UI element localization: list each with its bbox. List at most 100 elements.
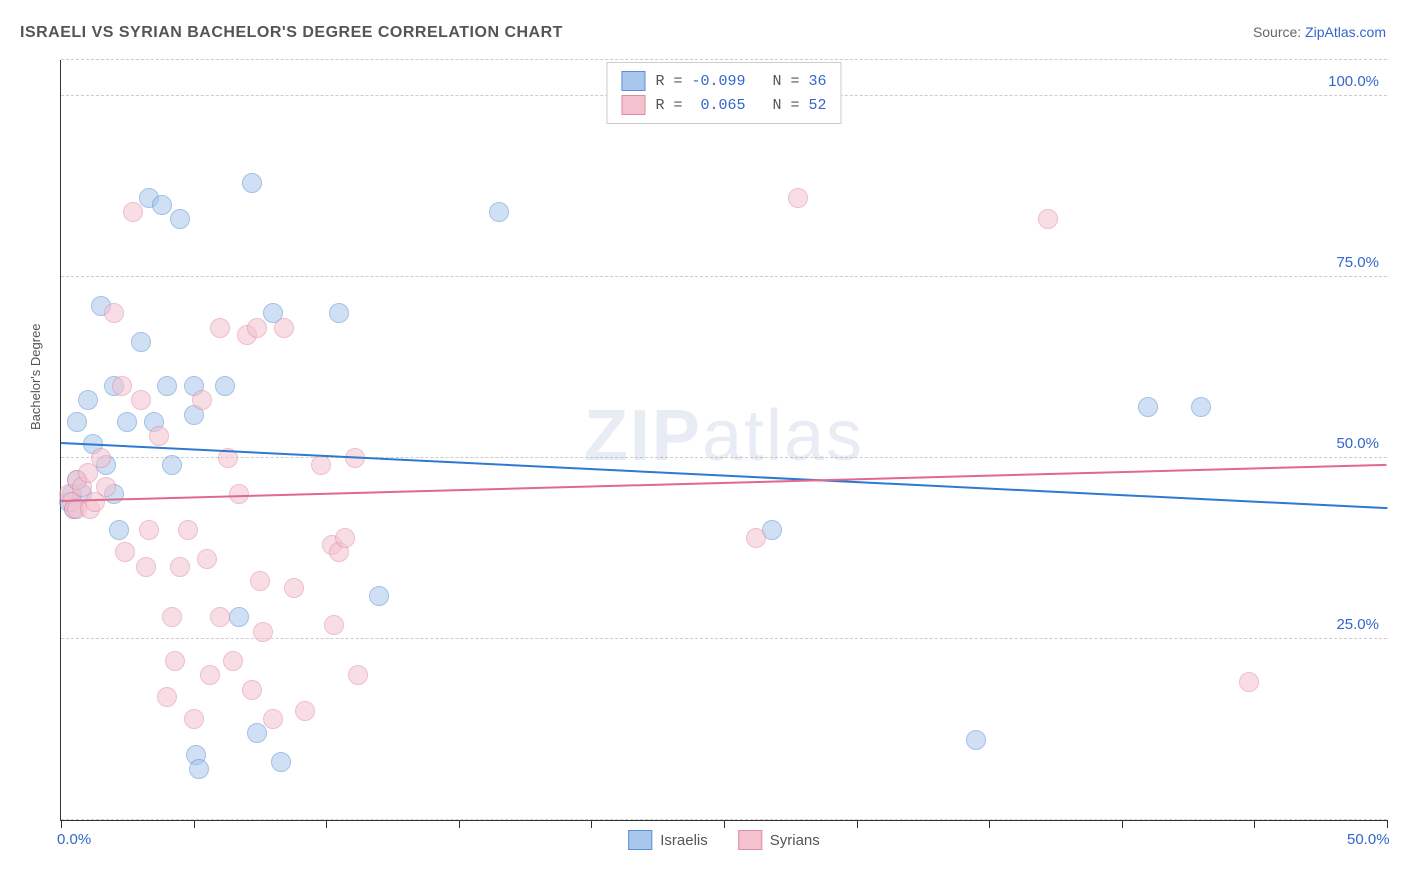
scatter-point: [162, 455, 182, 475]
scatter-point: [966, 730, 986, 750]
scatter-point: [210, 607, 230, 627]
scatter-point: [123, 202, 143, 222]
scatter-point: [109, 520, 129, 540]
y-tick-label: 50.0%: [1336, 435, 1379, 452]
x-tick: [194, 820, 195, 828]
x-tick: [61, 820, 62, 828]
scatter-point: [223, 651, 243, 671]
scatter-point: [197, 549, 217, 569]
scatter-point: [229, 607, 249, 627]
legend-swatch: [621, 71, 645, 91]
scatter-point: [1038, 209, 1058, 229]
scatter-point: [247, 723, 267, 743]
legend-series-label: Israelis: [660, 832, 708, 849]
scatter-point: [170, 557, 190, 577]
scatter-point: [91, 448, 111, 468]
scatter-point: [295, 701, 315, 721]
x-tick: [989, 820, 990, 828]
y-tick-label: 25.0%: [1336, 616, 1379, 633]
source-attribution: Source: ZipAtlas.com: [1253, 24, 1386, 40]
x-tick: [1122, 820, 1123, 828]
legend-stat-row: R = -0.099 N = 36: [621, 69, 826, 93]
scatter-point: [271, 752, 291, 772]
scatter-point: [136, 557, 156, 577]
scatter-point: [200, 665, 220, 685]
legend-series: Israelis Syrians: [628, 830, 820, 850]
scatter-point: [489, 202, 509, 222]
gridline: [61, 276, 1387, 277]
x-tick: [724, 820, 725, 828]
scatter-point: [253, 622, 273, 642]
scatter-point: [184, 709, 204, 729]
scatter-point: [189, 759, 209, 779]
x-tick-label: 50.0%: [1347, 831, 1390, 848]
watermark-rest: atlas: [702, 396, 864, 476]
legend-swatch: [621, 95, 645, 115]
scatter-point: [115, 542, 135, 562]
scatter-point: [192, 390, 212, 410]
legend-series-label: Syrians: [770, 832, 820, 849]
source-prefix: Source:: [1253, 24, 1305, 40]
scatter-point: [788, 188, 808, 208]
scatter-point: [335, 528, 355, 548]
scatter-point: [247, 318, 267, 338]
watermark: ZIPatlas: [584, 395, 864, 477]
watermark-bold: ZIP: [584, 396, 702, 476]
scatter-point: [165, 651, 185, 671]
scatter-point: [139, 520, 159, 540]
legend-swatch: [628, 830, 652, 850]
scatter-point: [369, 586, 389, 606]
scatter-point: [162, 607, 182, 627]
scatter-point: [284, 578, 304, 598]
scatter-point: [117, 412, 137, 432]
x-tick: [857, 820, 858, 828]
legend-swatch: [738, 830, 762, 850]
gridline: [61, 59, 1387, 60]
x-tick: [459, 820, 460, 828]
legend-stat-row: R = 0.065 N = 52: [621, 93, 826, 117]
scatter-point: [157, 376, 177, 396]
scatter-point: [170, 209, 190, 229]
scatter-point: [1239, 672, 1259, 692]
source-link[interactable]: ZipAtlas.com: [1305, 24, 1386, 40]
y-axis-label: Bachelor's Degree: [28, 323, 43, 430]
y-tick-label: 75.0%: [1336, 254, 1379, 271]
chart-title: ISRAELI VS SYRIAN BACHELOR'S DEGREE CORR…: [20, 24, 563, 42]
scatter-point: [157, 687, 177, 707]
scatter-point: [1138, 397, 1158, 417]
scatter-point: [263, 709, 283, 729]
scatter-point: [324, 615, 344, 635]
scatter-point: [311, 455, 331, 475]
x-tick: [326, 820, 327, 828]
legend-stat-text: R = 0.065 N = 52: [655, 97, 826, 114]
scatter-point: [274, 318, 294, 338]
scatter-point: [242, 173, 262, 193]
legend-stat-text: R = -0.099 N = 36: [655, 73, 826, 90]
scatter-point: [67, 412, 87, 432]
legend-series-item: Syrians: [738, 830, 820, 850]
scatter-point: [329, 303, 349, 323]
x-tick: [591, 820, 592, 828]
scatter-point: [210, 318, 230, 338]
scatter-point: [78, 390, 98, 410]
scatter-point: [112, 376, 132, 396]
legend-stats: R = -0.099 N = 36 R = 0.065 N = 52: [606, 62, 841, 124]
scatter-point: [178, 520, 198, 540]
scatter-point: [152, 195, 172, 215]
scatter-point: [242, 680, 262, 700]
scatter-point: [131, 390, 151, 410]
x-tick: [1387, 820, 1388, 828]
scatter-point: [131, 332, 151, 352]
scatter-point: [149, 426, 169, 446]
legend-series-item: Israelis: [628, 830, 708, 850]
x-tick-label: 0.0%: [57, 831, 91, 848]
scatter-plot-area: ZIPatlas R = -0.099 N = 36 R = 0.065 N = …: [60, 60, 1387, 821]
scatter-point: [96, 477, 116, 497]
y-tick-label: 100.0%: [1328, 73, 1379, 90]
scatter-point: [746, 528, 766, 548]
scatter-point: [215, 376, 235, 396]
scatter-point: [250, 571, 270, 591]
scatter-point: [1191, 397, 1211, 417]
scatter-point: [348, 665, 368, 685]
x-tick: [1254, 820, 1255, 828]
